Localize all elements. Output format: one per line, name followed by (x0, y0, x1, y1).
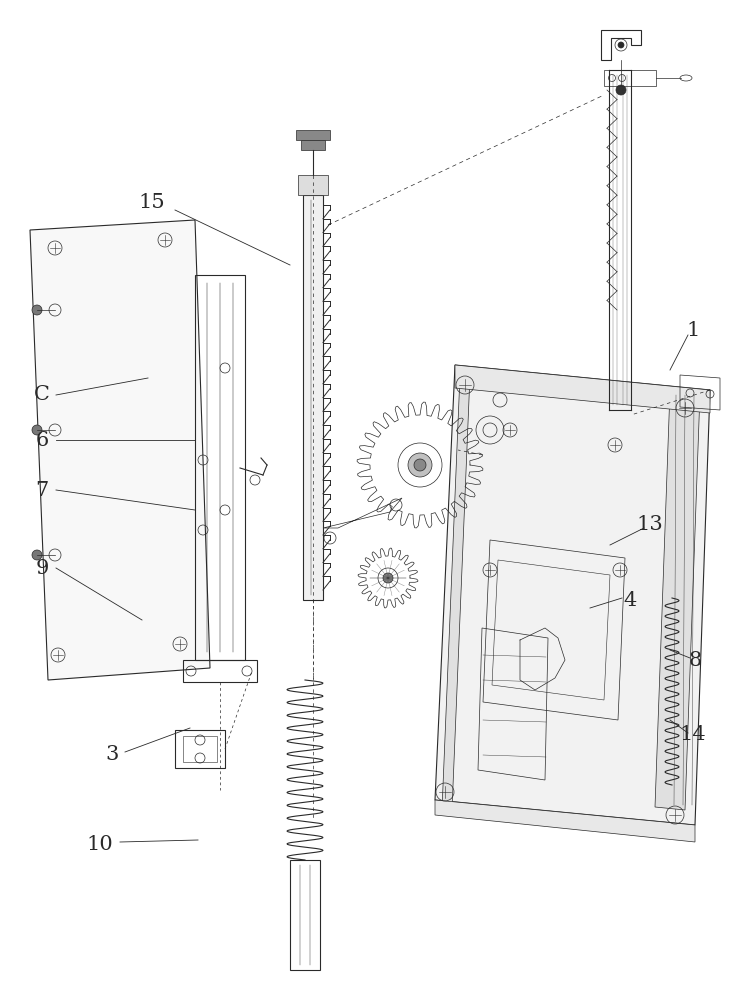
Circle shape (383, 573, 393, 583)
Circle shape (32, 550, 42, 560)
Text: 14: 14 (680, 726, 706, 744)
Circle shape (408, 453, 432, 477)
Circle shape (32, 305, 42, 315)
Polygon shape (298, 175, 328, 195)
Text: 3: 3 (105, 746, 118, 764)
Circle shape (618, 42, 624, 48)
Polygon shape (30, 220, 210, 680)
Text: 10: 10 (87, 836, 113, 854)
Circle shape (616, 85, 626, 95)
Polygon shape (435, 800, 695, 842)
Text: 6: 6 (35, 430, 49, 450)
Polygon shape (301, 140, 325, 150)
Polygon shape (435, 365, 710, 825)
Text: 7: 7 (35, 481, 49, 499)
Text: 8: 8 (689, 650, 702, 670)
Polygon shape (655, 390, 700, 810)
Polygon shape (296, 130, 330, 140)
Text: C: C (34, 385, 50, 404)
Circle shape (32, 425, 42, 435)
Text: 15: 15 (139, 192, 165, 212)
Text: 4: 4 (624, 590, 637, 609)
Text: 13: 13 (637, 516, 663, 534)
Text: 1: 1 (686, 320, 700, 340)
Polygon shape (303, 195, 323, 600)
Polygon shape (442, 375, 470, 810)
Circle shape (414, 459, 426, 471)
Polygon shape (455, 365, 710, 413)
Text: 9: 9 (35, 558, 49, 578)
